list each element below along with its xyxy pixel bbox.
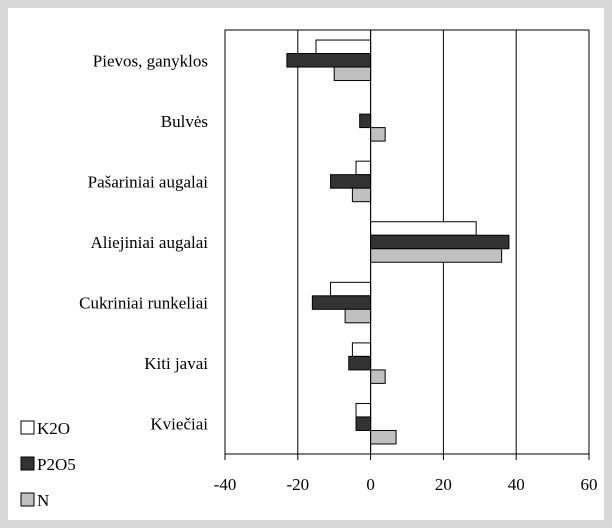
category-label: Aliejiniai augalai xyxy=(90,233,208,252)
category-label: Kiti javai xyxy=(144,354,208,373)
bar-k2o-3 xyxy=(370,221,477,236)
x-tick-label: 20 xyxy=(435,475,452,494)
bar-k2o-5 xyxy=(351,342,372,357)
plot-border xyxy=(224,29,590,455)
x-tick-label: 60 xyxy=(581,475,598,494)
bar-p2o5-3 xyxy=(370,234,510,250)
category-label: Kviečiai xyxy=(150,415,208,434)
x-tick-label: 40 xyxy=(508,475,525,494)
category-label: Pašariniai augalai xyxy=(88,172,209,191)
bar-k2o-2 xyxy=(355,160,372,176)
bar-p2o5-6 xyxy=(355,416,372,431)
x-tick-label: 0 xyxy=(366,475,375,494)
bar-n-5 xyxy=(370,369,386,384)
chart-frame: -40 -20 0 20 40 60 Pievos, ganyklos Bulvės Pašar… xyxy=(8,8,604,520)
bar-k2o-0 xyxy=(315,39,372,55)
bar-n-4 xyxy=(344,308,372,324)
bar-p2o5-0 xyxy=(286,53,372,68)
legend-label-n: N xyxy=(37,491,49,510)
bar-n-2 xyxy=(351,187,372,203)
legend-swatch-p2o5 xyxy=(20,456,35,471)
legend-swatch-n xyxy=(20,492,35,507)
bar-p2o5-2 xyxy=(330,174,372,189)
bar-p2o5-5 xyxy=(348,355,372,371)
x-tick-label: -20 xyxy=(286,475,309,494)
legend-label-k2o: K2O xyxy=(37,419,70,438)
category-label: Cukriniai runkeliai xyxy=(79,294,208,313)
category-label: Pievos, ganyklos xyxy=(93,51,208,70)
bar-n-1 xyxy=(370,127,386,142)
bar-n-0 xyxy=(333,66,372,82)
category-label: Bulvės xyxy=(161,112,208,131)
bar-k2o-4 xyxy=(330,281,372,297)
bar-n-3 xyxy=(370,248,503,263)
bar-p2o5-1 xyxy=(359,113,372,129)
bar-n-6 xyxy=(370,429,397,445)
bar-chart: -40 -20 0 20 40 60 Pievos, ganyklos Bulvės Pašar… xyxy=(20,29,598,510)
legend-swatch-k2o xyxy=(20,420,35,435)
bar-k2o-6 xyxy=(355,402,372,418)
legend-label-p2o5: P2O5 xyxy=(37,455,76,474)
bar-p2o5-4 xyxy=(311,295,372,310)
x-tick-label: -40 xyxy=(214,475,237,494)
